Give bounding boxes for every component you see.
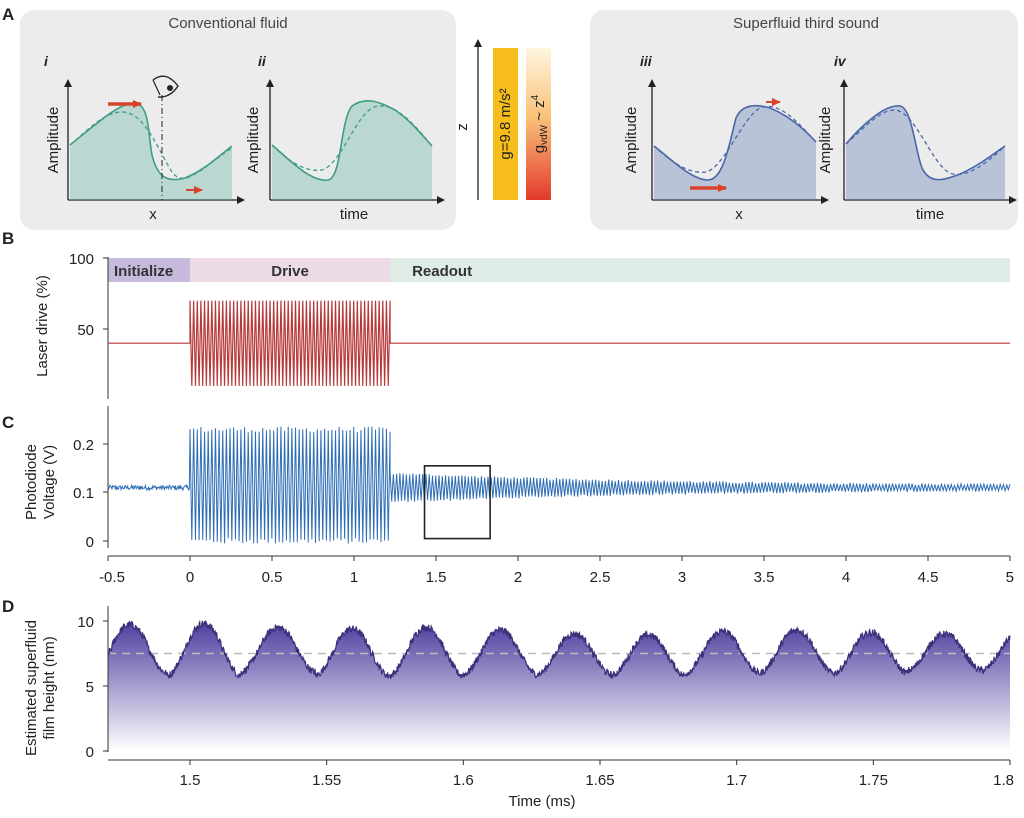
panel-letter-c: C <box>2 413 14 432</box>
panel-letter-a: A <box>2 5 14 24</box>
panel-c-xtick-label: 1 <box>350 569 358 586</box>
subpanel-i-label: i <box>44 53 49 69</box>
subpanel-iv-ylabel: Amplitude <box>817 107 834 174</box>
zoom-highlight-box <box>423 465 491 540</box>
subpanel-iii-ylabel: Amplitude <box>623 107 640 174</box>
panel-letter-b: B <box>2 229 14 248</box>
superfluid-box <box>590 10 1018 230</box>
phase-band-drive <box>190 258 391 282</box>
panel-c-ytick-label-0.2: 0.2 <box>73 437 94 454</box>
panel-b-ytick-label-100: 100 <box>69 251 94 268</box>
subpanel-ii: ii Amplitude time <box>245 53 445 223</box>
vdw-label: gvdW ~ z4 <box>530 94 550 153</box>
subpanel-iii: iii Amplitude x <box>623 53 829 223</box>
panel-d-xtick-label: 1.55 <box>312 772 341 789</box>
panel-c-xtick-label: 2.5 <box>590 569 611 586</box>
gravity-bar <box>493 48 518 200</box>
panel-d-xtick-label: 1.65 <box>585 772 614 789</box>
panel-c-ytick-label-0: 0 <box>86 534 94 551</box>
subpanel-iv-label: iv <box>834 53 847 69</box>
panel-d-ylabel-line1: Estimated superfluid <box>23 620 40 756</box>
panel-c-xtick-label: 3 <box>678 569 686 586</box>
subpanel-iv-fill <box>846 105 1005 200</box>
panel-c-xtick-label: 3.5 <box>754 569 775 586</box>
eye-icon <box>152 75 179 98</box>
photodiode-trace <box>107 426 1011 544</box>
panel-c-xtick-label: 4.5 <box>918 569 939 586</box>
panel-c-xtick-label: 1.5 <box>426 569 447 586</box>
panel-b-ylabel: Laser drive (%) <box>34 275 51 377</box>
conventional-fluid-title: Conventional fluid <box>168 15 287 32</box>
subpanel-iii-label: iii <box>640 53 653 69</box>
panel-c-ylabel-line1: Photodiode <box>23 444 40 520</box>
panel-c-xticks: -0.5 0 0.5 1 1.5 2 2.5 3 3.5 4 4.5 5 <box>99 556 1014 586</box>
subpanel-ii-xlabel: time <box>340 206 368 223</box>
panel-c-ylabel-line2: Voltage (V) <box>41 445 58 519</box>
subpanel-iv-wave-dashed <box>845 109 1006 176</box>
subpanel-iv-xlabel: time <box>916 206 944 223</box>
laser-drive-trace <box>108 300 1010 386</box>
subpanel-i-ylabel: Amplitude <box>45 107 62 174</box>
subpanel-iii-wave-dashed <box>653 105 817 173</box>
panel-d-xtick-label: 1.5 <box>180 772 201 789</box>
phase-label-drive: Drive <box>271 263 309 280</box>
panel-d-ytick-label-5: 5 <box>86 679 94 696</box>
panel-c-xtick-label: 4 <box>842 569 850 586</box>
subpanel-ii-ylabel: Amplitude <box>245 107 262 174</box>
superfluid-title: Superfluid third sound <box>733 15 879 32</box>
panel-d-xtick-label: 1.8 <box>993 772 1014 789</box>
conventional-fluid-box <box>20 10 456 230</box>
panel-d-ylabel-line2: film height (nm) <box>41 636 58 739</box>
subpanel-ii-wave-dashed <box>271 105 433 171</box>
vdw-bar <box>526 48 551 200</box>
panel-b-axis: 100 50 Laser drive (%) <box>34 251 109 399</box>
panel-c-xtick-label: -0.5 <box>99 569 125 586</box>
panel-d-ytick-label-10: 10 <box>77 614 94 631</box>
panel-d-ytick-label-0: 0 <box>86 744 94 761</box>
panel-c-xtick-label: 0.5 <box>262 569 283 586</box>
panel-c-xtick-label: 5 <box>1006 569 1014 586</box>
panel-b-ytick-label-50: 50 <box>77 322 94 339</box>
phase-band-initialize <box>108 258 190 282</box>
panel-d-axes: 10 5 0 Estimated superfluid film height … <box>23 606 1010 810</box>
panel-d-xtick-label: 1.6 <box>453 772 474 789</box>
subpanel-iv-wave <box>845 105 1006 181</box>
subpanel-ii-fill <box>272 100 432 200</box>
z-axis-label: z <box>454 123 471 131</box>
subpanel-i-xlabel: x <box>149 206 157 223</box>
panel-d-xlabel: Time (ms) <box>509 793 576 810</box>
subpanel-iv: iv Amplitude time <box>817 53 1017 223</box>
phase-label-initialize: Initialize <box>114 263 173 280</box>
subpanel-i: i Amplitude x <box>44 53 245 223</box>
phase-bands: Initialize Drive Readout <box>108 258 1011 282</box>
panel-c-ytick-label-0.1: 0.1 <box>73 485 94 502</box>
subpanel-i-wave-dashed <box>69 111 233 179</box>
subpanel-iii-wave <box>653 104 817 181</box>
subpanel-iii-xlabel: x <box>735 206 743 223</box>
film-height-fill <box>108 620 1010 751</box>
panel-d-xtick-label: 1.7 <box>726 772 747 789</box>
panel-d-xticks: 1.5 1.55 1.6 1.65 1.7 1.75 1.8 <box>180 760 1014 789</box>
panel-d-xtick-label: 1.75 <box>859 772 888 789</box>
phase-band-readout <box>390 258 1011 282</box>
film-height-trace <box>107 619 1011 680</box>
gravity-label: g=9.8 m/s² <box>497 88 514 159</box>
panel-c-axes: 0.2 0.1 0 Photodiode Voltage (V) <box>23 406 1010 557</box>
panel-c-xtick-label: 2 <box>514 569 522 586</box>
panel-c-xtick-label: 0 <box>186 569 194 586</box>
subpanel-ii-label: ii <box>258 53 267 69</box>
phase-label-readout: Readout <box>412 263 472 280</box>
panel-letter-d: D <box>2 597 14 616</box>
force-bars: z g=9.8 m/s² gvdW ~ z4 <box>454 39 551 200</box>
subpanel-i-wave <box>69 102 233 181</box>
